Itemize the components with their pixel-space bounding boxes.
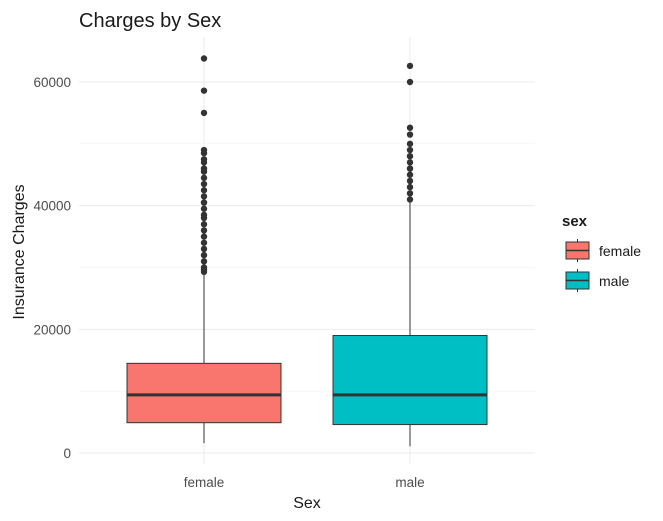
outlier-point: [200, 245, 208, 253]
y-tick-label: 60000: [33, 75, 71, 90]
legend-title: sex: [562, 213, 588, 230]
x-axis-title: Sex: [293, 495, 321, 512]
outlier-point: [200, 165, 208, 172]
outlier-point: [200, 233, 208, 240]
y-axis-ticks: 0 20000 40000 60000: [33, 75, 71, 461]
outlier-point: [200, 199, 208, 206]
outlier-point: [200, 193, 208, 200]
y-tick-label: 40000: [33, 199, 71, 214]
outlier-point: [200, 87, 208, 94]
outlier-point: [406, 131, 414, 138]
outlier-point: [200, 264, 208, 271]
y-tick-label: 20000: [33, 322, 71, 337]
boxplot-male: [332, 62, 488, 447]
boxplots: [126, 55, 488, 447]
outlier-point: [406, 177, 414, 185]
outlier-point: [406, 140, 414, 148]
outlier-point: [406, 196, 414, 203]
outlier-point: [406, 153, 414, 160]
outlier-point: [406, 165, 414, 172]
outlier-point: [406, 171, 414, 178]
box-iqr: [332, 335, 488, 426]
outlier-point: [406, 159, 414, 166]
x-axis-ticks: female male: [184, 475, 425, 490]
legend-label: male: [599, 273, 630, 289]
legend: sex female male: [562, 213, 641, 292]
outlier-point: [406, 183, 414, 191]
outlier-point: [200, 156, 208, 163]
outlier-point: [406, 146, 414, 154]
outlier-point: [406, 62, 414, 70]
outlier-point: [200, 180, 208, 188]
legend-key-female: [565, 239, 590, 262]
box-iqr: [126, 362, 282, 424]
outlier-point: [200, 239, 208, 246]
chart-title: Charges by Sex: [79, 10, 221, 32]
x-tick-label: female: [184, 475, 225, 490]
boxplot-female: [126, 55, 282, 444]
outlier-point: [200, 146, 208, 154]
outlier-point: [200, 55, 208, 62]
outlier-point: [200, 227, 208, 234]
legend-key-male: [565, 269, 590, 292]
outlier-point: [200, 174, 208, 182]
x-tick-label: male: [395, 475, 424, 490]
outlier-point: [200, 221, 208, 228]
outlier-point: [200, 258, 208, 265]
outlier-point: [200, 109, 208, 117]
y-tick-label: 0: [63, 446, 71, 461]
outlier-point: [406, 78, 414, 86]
y-axis-title: Insurance Charges: [11, 184, 28, 319]
outlier-point: [200, 211, 208, 219]
outlier-point: [406, 124, 414, 131]
outlier-point: [200, 187, 208, 194]
legend-label: female: [599, 243, 641, 259]
outlier-point: [406, 190, 414, 197]
outlier-point: [200, 251, 208, 259]
outlier-point: [200, 205, 208, 212]
